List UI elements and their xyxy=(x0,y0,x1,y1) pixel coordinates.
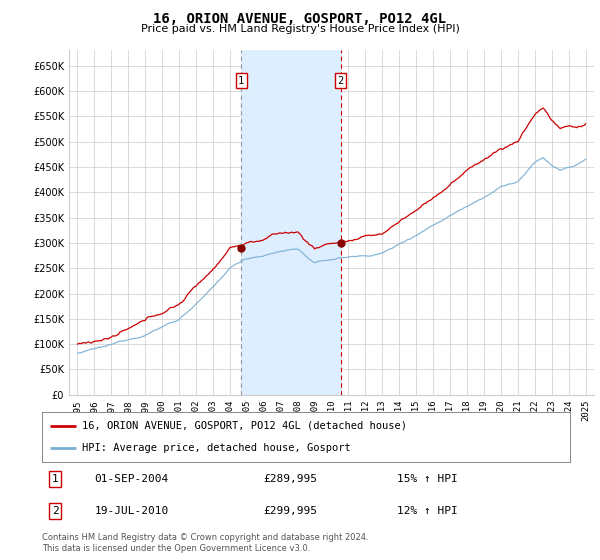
Text: 1: 1 xyxy=(52,474,59,484)
Text: 01-SEP-2004: 01-SEP-2004 xyxy=(95,474,169,484)
Text: 16, ORION AVENUE, GOSPORT, PO12 4GL (detached house): 16, ORION AVENUE, GOSPORT, PO12 4GL (det… xyxy=(82,421,407,431)
Text: HPI: Average price, detached house, Gosport: HPI: Average price, detached house, Gosp… xyxy=(82,443,350,453)
Text: £289,995: £289,995 xyxy=(263,474,317,484)
Text: Price paid vs. HM Land Registry's House Price Index (HPI): Price paid vs. HM Land Registry's House … xyxy=(140,24,460,34)
Text: £299,995: £299,995 xyxy=(263,506,317,516)
Text: 19-JUL-2010: 19-JUL-2010 xyxy=(95,506,169,516)
Bar xyxy=(241,50,341,395)
Text: 16, ORION AVENUE, GOSPORT, PO12 4GL: 16, ORION AVENUE, GOSPORT, PO12 4GL xyxy=(154,12,446,26)
Text: 12% ↑ HPI: 12% ↑ HPI xyxy=(397,506,458,516)
Text: 2: 2 xyxy=(52,506,59,516)
Text: 2: 2 xyxy=(338,76,344,86)
Text: Contains HM Land Registry data © Crown copyright and database right 2024.
This d: Contains HM Land Registry data © Crown c… xyxy=(42,533,368,553)
Text: 15% ↑ HPI: 15% ↑ HPI xyxy=(397,474,458,484)
Text: 1: 1 xyxy=(238,76,244,86)
